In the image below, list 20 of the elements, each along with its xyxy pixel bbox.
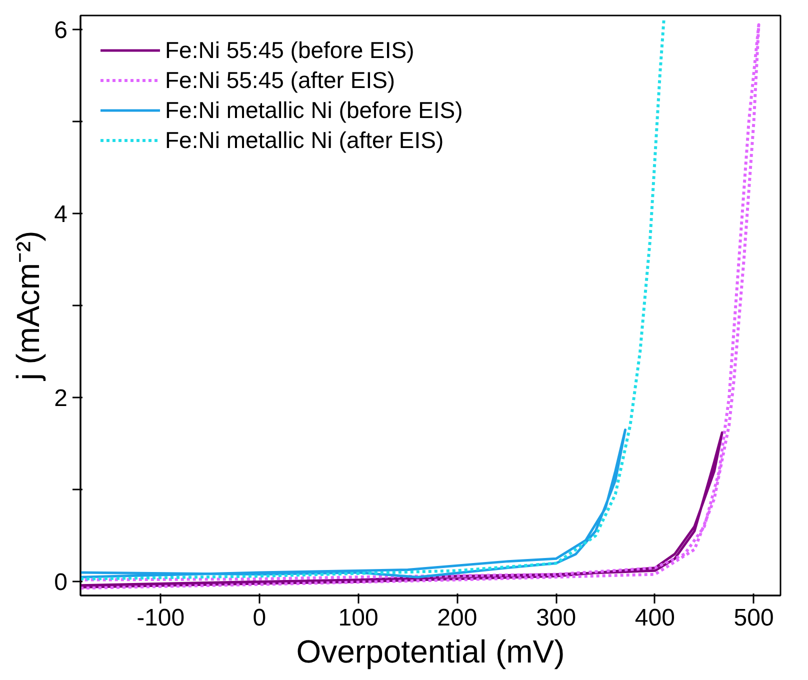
x-tick-label: 400 <box>634 604 675 632</box>
y-axis-title: j (mAcm⁻²) <box>10 230 46 382</box>
y-tick-label: 4 <box>54 200 68 228</box>
x-tick-label: -100 <box>136 604 185 632</box>
y-tick-label: 0 <box>54 569 68 596</box>
y-tick-label: 6 <box>54 16 68 44</box>
line-series <box>80 23 760 590</box>
legend-label: Fe:Ni metallic Ni (after EIS) <box>165 126 444 155</box>
x-tick-label: 0 <box>252 604 266 632</box>
legend-label: Fe:Ni 55:45 (before EIS) <box>165 36 414 65</box>
x-tick-label: 100 <box>338 604 378 632</box>
line-series <box>80 428 627 578</box>
x-axis-title: Overpotential (mV) <box>296 634 565 670</box>
legend-label: Fe:Ni 55:45 (after EIS) <box>165 66 396 95</box>
y-tick-label: 2 <box>54 385 68 412</box>
line-series <box>80 18 666 580</box>
x-tick-label: 500 <box>734 604 774 632</box>
x-tick-label: 300 <box>536 604 576 632</box>
legend-label: Fe:Ni metallic Ni (before EIS) <box>165 96 463 125</box>
x-tick-label: 200 <box>437 604 478 632</box>
